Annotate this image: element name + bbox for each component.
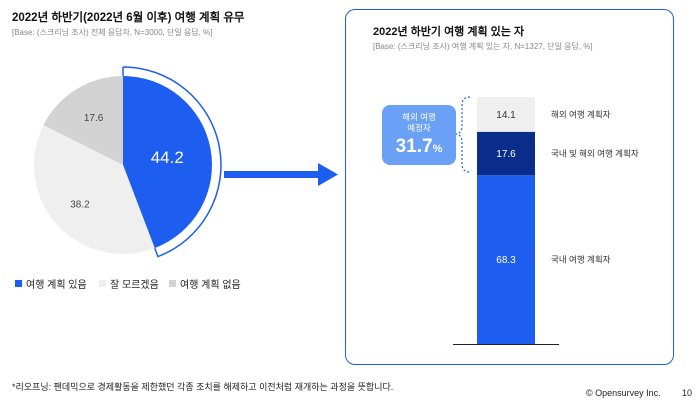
pie-data-label-2: 17.6 — [84, 113, 104, 124]
footnote: *리오프닝: 팬데믹으로 경제활동을 제한했던 각종 조치를 해제하고 이전처럼… — [12, 382, 394, 392]
bar-category-label-1: 국내 및 해외 여행 계획자 — [551, 149, 639, 159]
legend-item-no: 여행 계획 없음 — [169, 276, 241, 291]
page-number: 10 — [682, 388, 693, 398]
bar-segment-1 — [477, 131, 535, 176]
callout-line2: 예정자 — [407, 123, 431, 133]
legend-item-unsure: 잘 모르겠음 — [99, 276, 159, 291]
pie-data-label-1: 38.2 — [70, 199, 90, 210]
pie-slice-1 — [34, 125, 155, 254]
pie-slice-0 — [123, 76, 212, 249]
legend-swatch — [169, 280, 176, 287]
right-panel — [345, 9, 674, 365]
bar-category-label-2: 해외 여행 계획자 — [551, 109, 611, 119]
legend-label: 잘 모르겠음 — [110, 280, 159, 291]
copyright: © Opensurvey Inc. — [586, 388, 661, 398]
right-chart-title: 2022년 하반기 여행 계획 있는 자 — [373, 26, 525, 38]
left-chart-base-note: [Base: (스크리닝 조사) 전체 응답자, N=3000, 단일 응답, … — [12, 28, 213, 37]
pie-highlight-outline — [122, 66, 222, 258]
bar-segment-2 — [477, 97, 535, 132]
pie-chart: 44.2 38.2 17.6 — [34, 66, 222, 258]
right-chart-base-note: [Base: (스크리닝 조사) 여행 계획 있는 자, N=1327, 단일 … — [373, 42, 593, 51]
callout-line1: 해외 여행 — [402, 112, 436, 122]
bar-category-label-0: 국내 여행 계획자 — [551, 255, 611, 265]
legend-swatch — [99, 280, 106, 287]
overseas-callout: 해외 여행 예정자 31.7% — [382, 105, 456, 165]
legend-label: 여행 계획 있음 — [26, 280, 87, 291]
bar-data-label-2: 14.1 — [496, 110, 516, 121]
callout-value: 31.7% — [395, 136, 443, 157]
pie-data-label-0: 44.2 — [151, 148, 184, 167]
legend-item-yes: 여행 계획 있음 — [15, 276, 87, 291]
left-chart-title: 2022년 하반기(2022년 6월 이후) 여행 계획 유무 — [12, 12, 245, 24]
legend-label: 여행 계획 없음 — [180, 280, 241, 291]
bar-segment-0 — [477, 175, 535, 344]
bar-data-label-1: 17.6 — [496, 149, 516, 160]
bar-data-label-0: 68.3 — [496, 255, 516, 266]
legend-swatch — [15, 280, 22, 287]
pie-slice-2 — [43, 76, 123, 165]
